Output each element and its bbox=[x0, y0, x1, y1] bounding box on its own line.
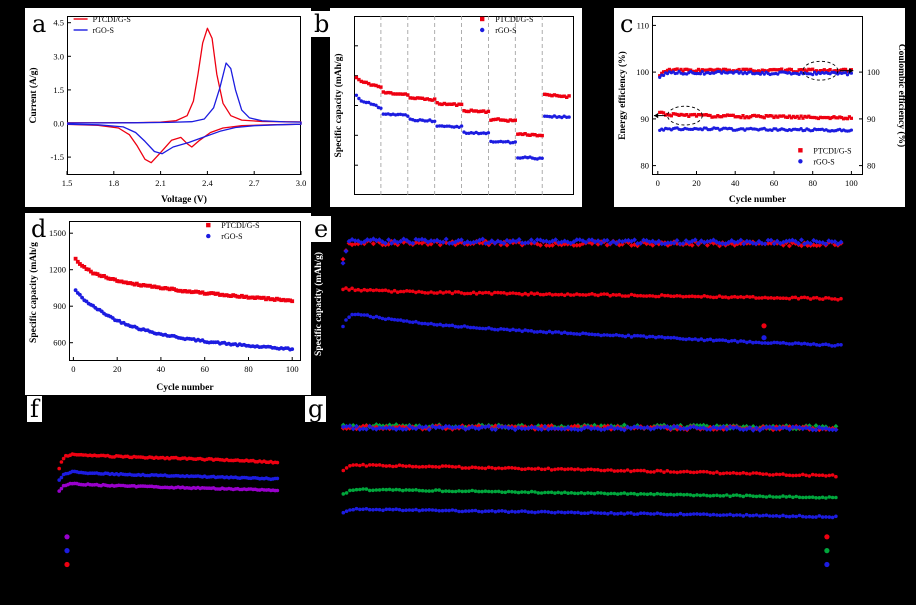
svg-text:PTCDI/G-S: PTCDI/G-S bbox=[495, 15, 533, 24]
svg-text:3.0: 3.0 bbox=[53, 51, 64, 61]
svg-text:0: 0 bbox=[71, 364, 75, 374]
svg-text:600: 600 bbox=[53, 338, 66, 348]
panel-f-cycling-chart bbox=[57, 452, 280, 568]
panel-d: 0 20 40 60 80 100 600 900 1200 1500 PTCDI/G-S rGO-S… bbox=[25, 213, 311, 395]
svg-text:80: 80 bbox=[867, 161, 876, 171]
svg-text:rGO-S: rGO-S bbox=[813, 157, 834, 166]
svg-text:80: 80 bbox=[641, 161, 650, 171]
svg-text:2.4: 2.4 bbox=[202, 178, 213, 188]
panel-c: 0 20 40 60 80 100 80 90 100 110 80 90 100 PTCDI/G-S rG… bbox=[614, 8, 905, 207]
svg-text:Specific capacity (mAh/g): Specific capacity (mAh/g) bbox=[333, 54, 344, 158]
panel-a-label: a bbox=[29, 11, 50, 37]
svg-text:90: 90 bbox=[867, 114, 876, 124]
svg-text:1.5: 1.5 bbox=[53, 85, 64, 95]
svg-text:PTCDI/G-S: PTCDI/G-S bbox=[221, 221, 259, 230]
panel-d-label: d bbox=[28, 216, 50, 242]
svg-text:2.1: 2.1 bbox=[155, 178, 166, 188]
svg-text:Coulombic efficiency (%): Coulombic efficiency (%) bbox=[896, 44, 905, 147]
svg-text:Cycle number: Cycle number bbox=[156, 383, 214, 393]
svg-text:1.8: 1.8 bbox=[108, 178, 119, 188]
panel-g-label: g bbox=[305, 396, 327, 422]
panel-c-efficiency-chart: 0 20 40 60 80 100 80 90 100 110 80 90 100 PTCDI/G-S rG… bbox=[617, 16, 905, 205]
svg-text:1200: 1200 bbox=[49, 265, 66, 275]
svg-text:1500: 1500 bbox=[49, 228, 66, 238]
svg-text:Specific capacity (mAh/g): Specific capacity (mAh/g) bbox=[28, 239, 39, 343]
panel-f bbox=[27, 398, 303, 583]
svg-text:0.0: 0.0 bbox=[53, 119, 64, 129]
svg-text:20: 20 bbox=[692, 178, 701, 188]
svg-text:40: 40 bbox=[731, 178, 740, 188]
svg-text:rGO-S: rGO-S bbox=[495, 26, 516, 35]
panel-g-long-cycling-chart bbox=[340, 422, 839, 568]
panel-b-label: b bbox=[311, 11, 333, 37]
svg-text:2.7: 2.7 bbox=[249, 178, 260, 188]
panel-c-label: c bbox=[617, 11, 637, 37]
svg-text:1.5: 1.5 bbox=[62, 178, 73, 188]
svg-text:Current (A/g): Current (A/g) bbox=[28, 67, 39, 123]
panel-e-long-cycling-chart: Specific capacity (mAh/g) bbox=[313, 236, 844, 356]
panel-a-cv-chart: 1.5 1.8 2.1 2.4 2.7 3.0 -1.5 0.0 1.5 3.0 4.5 PTCDI/… bbox=[28, 15, 307, 205]
panel-b: PTCDI/G-S rGO-S Specific capacity (mAh/g) bbox=[330, 8, 582, 207]
panel-b-rate-chart: PTCDI/G-S rGO-S Specific capacity (mAh/g) bbox=[333, 15, 574, 195]
svg-text:100: 100 bbox=[845, 178, 858, 188]
svg-text:100: 100 bbox=[867, 67, 880, 77]
svg-text:20: 20 bbox=[113, 364, 122, 374]
svg-text:80: 80 bbox=[244, 364, 253, 374]
panel-e-label: e bbox=[311, 216, 332, 242]
svg-text:100: 100 bbox=[286, 364, 299, 374]
panel-d-cycling-chart: 0 20 40 60 80 100 600 900 1200 1500 PTCDI/G-S rGO-S… bbox=[28, 221, 301, 393]
svg-text:PTCDI/G-S: PTCDI/G-S bbox=[813, 146, 851, 155]
svg-text:60: 60 bbox=[200, 364, 209, 374]
svg-text:60: 60 bbox=[770, 178, 779, 188]
panel-a: 1.5 1.8 2.1 2.4 2.7 3.0 -1.5 0.0 1.5 3.0 4.5 PTCDI/… bbox=[25, 8, 311, 207]
svg-text:rGO-S: rGO-S bbox=[93, 26, 114, 35]
panel-e: Specific capacity (mAh/g) bbox=[310, 213, 857, 395]
svg-text:40: 40 bbox=[157, 364, 166, 374]
svg-text:100: 100 bbox=[636, 67, 649, 77]
svg-text:-1.5: -1.5 bbox=[51, 152, 64, 162]
panel-f-label: f bbox=[27, 396, 42, 422]
svg-text:0: 0 bbox=[656, 178, 660, 188]
svg-text:rGO-S: rGO-S bbox=[221, 232, 242, 241]
svg-text:80: 80 bbox=[808, 178, 817, 188]
svg-text:Cycle number: Cycle number bbox=[729, 195, 787, 205]
svg-text:Specific capacity (mAh/g): Specific capacity (mAh/g) bbox=[313, 252, 324, 356]
svg-text:90: 90 bbox=[641, 114, 650, 124]
svg-text:3.0: 3.0 bbox=[296, 178, 307, 188]
panel-g bbox=[310, 398, 857, 583]
svg-text:110: 110 bbox=[637, 20, 649, 30]
svg-text:Voltage (V): Voltage (V) bbox=[161, 194, 207, 205]
svg-text:4.5: 4.5 bbox=[53, 18, 64, 28]
svg-text:900: 900 bbox=[53, 301, 66, 311]
svg-text:PTCDI/G-S: PTCDI/G-S bbox=[93, 15, 131, 24]
svg-text:Energy efficiency (%): Energy efficiency (%) bbox=[617, 51, 628, 140]
